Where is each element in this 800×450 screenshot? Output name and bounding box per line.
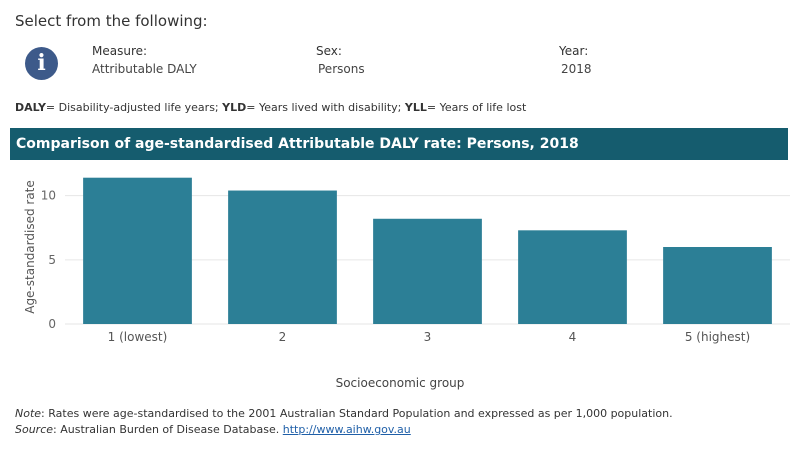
source-text: Source: Australian Burden of Disease Dat… <box>15 423 411 436</box>
note-body: : Rates were age-standardised to the 200… <box>41 407 673 420</box>
x-axis-title: Socioeconomic group <box>335 376 465 390</box>
filter-sex-value[interactable]: Persons <box>318 62 365 76</box>
chart-title: Comparison of age-standardised Attributa… <box>10 128 788 160</box>
x-tick-label: 5 (highest) <box>685 330 750 344</box>
filter-measure-label: Measure: <box>92 44 148 58</box>
bar <box>83 177 192 324</box>
note-label: Note <box>15 407 42 420</box>
bar <box>228 190 337 324</box>
bar-chart: 0 5 10 Age-standardised rate 1 (lowest) 2 3 4 5 … <box>23 177 790 344</box>
y-tick-label: 10 <box>41 189 56 203</box>
abbr-yll: YLL <box>404 101 427 114</box>
bar <box>518 230 627 324</box>
y-axis-title: Age-standardised rate <box>23 180 37 314</box>
source-label: Source <box>15 423 54 436</box>
x-tick-label: 1 (lowest) <box>108 330 168 344</box>
abbreviation-definitions: DALY= Disability-adjusted life years; YL… <box>15 101 526 114</box>
source-body: : Australian Burden of Disease Database. <box>53 423 283 436</box>
filter-sex-label: Sex: <box>316 44 342 58</box>
abbr-yld-text: = Years lived with disability; <box>246 101 405 114</box>
page-heading: Select from the following: <box>15 12 208 30</box>
filter-year-value[interactable]: 2018 <box>561 62 592 76</box>
x-tick-label: 2 <box>279 330 287 344</box>
abbr-yll-text: = Years of life lost <box>426 101 527 114</box>
x-tick-label: 4 <box>569 330 577 344</box>
filter-measure-value[interactable]: Attributable DALY <box>92 62 197 76</box>
y-tick-label: 0 <box>48 317 56 331</box>
bar <box>663 247 772 324</box>
x-tick-label: 3 <box>424 330 432 344</box>
y-tick-label: 5 <box>48 253 56 267</box>
note-text: Note: Rates were age-standardised to the… <box>15 407 673 420</box>
filter-year-label: Year: <box>559 44 589 58</box>
abbr-daly: DALY <box>15 101 46 114</box>
abbr-daly-text: = Disability-adjusted life years; <box>45 101 223 114</box>
source-link[interactable]: http://www.aihw.gov.au <box>282 423 411 436</box>
info-icon[interactable]: i <box>25 47 58 80</box>
bar <box>373 218 482 324</box>
abbr-yld: YLD <box>222 101 247 114</box>
